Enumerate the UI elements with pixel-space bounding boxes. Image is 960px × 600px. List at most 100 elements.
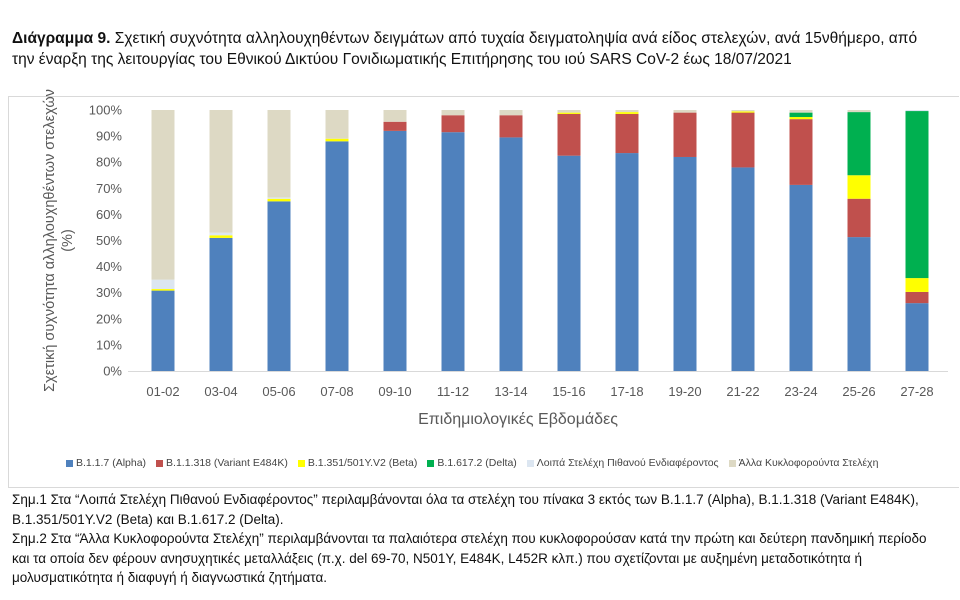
note-1: Σημ.1 Στα “Λοιπά Στελέχη Πιθανού Ενδιαφέ… bbox=[12, 492, 919, 527]
bar-segment bbox=[731, 167, 755, 371]
bar-segment bbox=[615, 113, 639, 154]
bar-segment bbox=[905, 278, 929, 292]
bar-segment bbox=[789, 117, 813, 120]
bar-segment bbox=[731, 110, 755, 112]
legend-swatch bbox=[728, 459, 736, 467]
bar-segment bbox=[615, 110, 639, 113]
legend-item: Λοιπά Στελέχη Πιθανού Ενδιαφέροντος bbox=[526, 457, 719, 469]
bar-segment bbox=[151, 290, 175, 371]
bar-segment bbox=[557, 113, 581, 156]
bar-segment bbox=[499, 137, 523, 371]
legend: B.1.1.7 (Alpha) B.1.1.318 (Variant E484K)… bbox=[66, 457, 946, 469]
y-tick-label: 0% bbox=[103, 364, 122, 379]
bar-segment bbox=[557, 155, 581, 371]
bar-segment bbox=[441, 132, 465, 371]
bar-segment bbox=[325, 138, 349, 142]
y-tick-label: 60% bbox=[96, 207, 122, 222]
x-tick-label: 11-12 bbox=[437, 384, 469, 399]
x-tick-label: 07-08 bbox=[320, 384, 353, 399]
legend-label: B.1.1.7 (Alpha) bbox=[76, 457, 147, 469]
chart-frame bbox=[8, 96, 959, 488]
x-tick-label: 13-14 bbox=[494, 384, 527, 399]
y-tick-label: 70% bbox=[96, 181, 122, 196]
legend-label: Λοιπά Στελέχη Πιθανού Ενδιαφέροντος bbox=[536, 457, 719, 469]
y-tick-label: 80% bbox=[96, 155, 122, 170]
x-tick-label: 27-28 bbox=[900, 384, 933, 399]
y-tick-label: 90% bbox=[96, 129, 122, 144]
bar-segment bbox=[731, 112, 755, 168]
bar-segment bbox=[847, 237, 871, 371]
y-tick-label: 30% bbox=[96, 285, 122, 300]
legend-item: B.1.1.7 (Alpha) bbox=[66, 457, 146, 469]
legend-label: B.1.1.318 (Variant E484K) bbox=[166, 457, 288, 469]
y-tick-label: 20% bbox=[96, 311, 122, 326]
bar-segment bbox=[673, 110, 697, 113]
bar-segment bbox=[151, 289, 175, 291]
bar-segment bbox=[499, 115, 523, 138]
bar-segment bbox=[731, 111, 755, 113]
bar-segment bbox=[615, 153, 639, 371]
y-tick-label: 40% bbox=[96, 259, 122, 274]
x-tick-label: 17-18 bbox=[610, 384, 643, 399]
x-tick-label: 25-26 bbox=[842, 384, 875, 399]
legend-item: B.1.1.318 (Variant E484K) bbox=[156, 457, 288, 469]
x-axis-title: Επιδημιολογικές Εβδομάδες bbox=[418, 411, 618, 428]
legend-swatch bbox=[427, 459, 435, 467]
bar-segment bbox=[209, 110, 233, 233]
y-tick-label: 50% bbox=[96, 233, 122, 248]
bar-segment bbox=[325, 110, 349, 139]
x-tick-label: 23-24 bbox=[784, 384, 817, 399]
bar-segment bbox=[209, 237, 233, 371]
legend-item: B.1.351/501Y.V2 (Beta) bbox=[297, 457, 418, 469]
notes: Σημ.1 Στα “Λοιπά Στελέχη Πιθανού Ενδιαφέ… bbox=[12, 490, 942, 588]
bar-segment bbox=[847, 175, 871, 199]
y-tick-label: 100% bbox=[89, 103, 123, 118]
x-tick-label: 19-20 bbox=[668, 384, 701, 399]
x-tick-label: 03-04 bbox=[204, 384, 237, 399]
bar-segment bbox=[267, 197, 291, 199]
figure-caption: Διάγραμμα 9. Σχετική συχνότητα αλληλουχη… bbox=[12, 28, 942, 70]
bar-segment bbox=[847, 198, 871, 238]
bar-segment bbox=[441, 110, 465, 116]
y-axis-title-line: (%) bbox=[60, 229, 76, 252]
bar-segment bbox=[847, 110, 871, 113]
y-axis-title-line: Σχετική συχνότητα αλληλουχηθέντων στελεχ… bbox=[42, 89, 58, 392]
legend-item: Άλλα Κυκλοφορούντα Στελέχη bbox=[728, 457, 879, 469]
bar-segment bbox=[325, 141, 349, 371]
legend-item: B.1.617.2 (Delta) bbox=[427, 457, 517, 469]
legend-swatch bbox=[297, 459, 305, 467]
bar-segment bbox=[673, 156, 697, 371]
bar-segment bbox=[789, 119, 813, 185]
bar-segment bbox=[789, 112, 813, 118]
caption-label: Διάγραμμα 9. bbox=[12, 30, 111, 47]
bar-segment bbox=[905, 303, 929, 371]
legend-label: Άλλα Κυκλοφορούντα Στελέχη bbox=[738, 457, 879, 469]
caption-text: Σχετική συχνότητα αλληλουχηθέντων δειγμά… bbox=[12, 30, 918, 68]
legend-swatch bbox=[156, 459, 164, 467]
x-tick-label: 21-22 bbox=[726, 384, 759, 399]
bar-segment bbox=[151, 110, 175, 280]
bar-segment bbox=[151, 279, 175, 290]
bar-segment bbox=[267, 201, 291, 371]
legend-label: B.1.351/501Y.V2 (Beta) bbox=[307, 457, 418, 469]
bar-segment bbox=[383, 130, 407, 371]
bar-segment bbox=[557, 112, 581, 114]
bar-segment bbox=[557, 110, 581, 113]
x-tick-label: 15-16 bbox=[552, 384, 585, 399]
bar-segment bbox=[267, 110, 291, 198]
bar-segment bbox=[441, 115, 465, 133]
bar-segment bbox=[789, 184, 813, 371]
bar-segment bbox=[615, 112, 639, 114]
legend-swatch bbox=[66, 459, 73, 467]
bar-segment bbox=[789, 110, 813, 113]
bar-segment bbox=[905, 291, 929, 304]
bar-segment bbox=[499, 110, 523, 116]
legend-label: B.1.617.2 (Delta) bbox=[437, 457, 517, 469]
x-tick-label: 01-02 bbox=[146, 384, 179, 399]
note-2: Σημ.2 Στα “Άλλα Κυκλοφορούντα Στελέχη” π… bbox=[12, 531, 927, 585]
y-axis-title: Σχετική συχνότητα αλληλουχηθέντων στελεχ… bbox=[42, 89, 76, 392]
bar-segment bbox=[905, 110, 929, 112]
bar-segment bbox=[905, 111, 929, 279]
legend-swatch bbox=[526, 459, 534, 467]
bar-segment bbox=[209, 235, 233, 238]
